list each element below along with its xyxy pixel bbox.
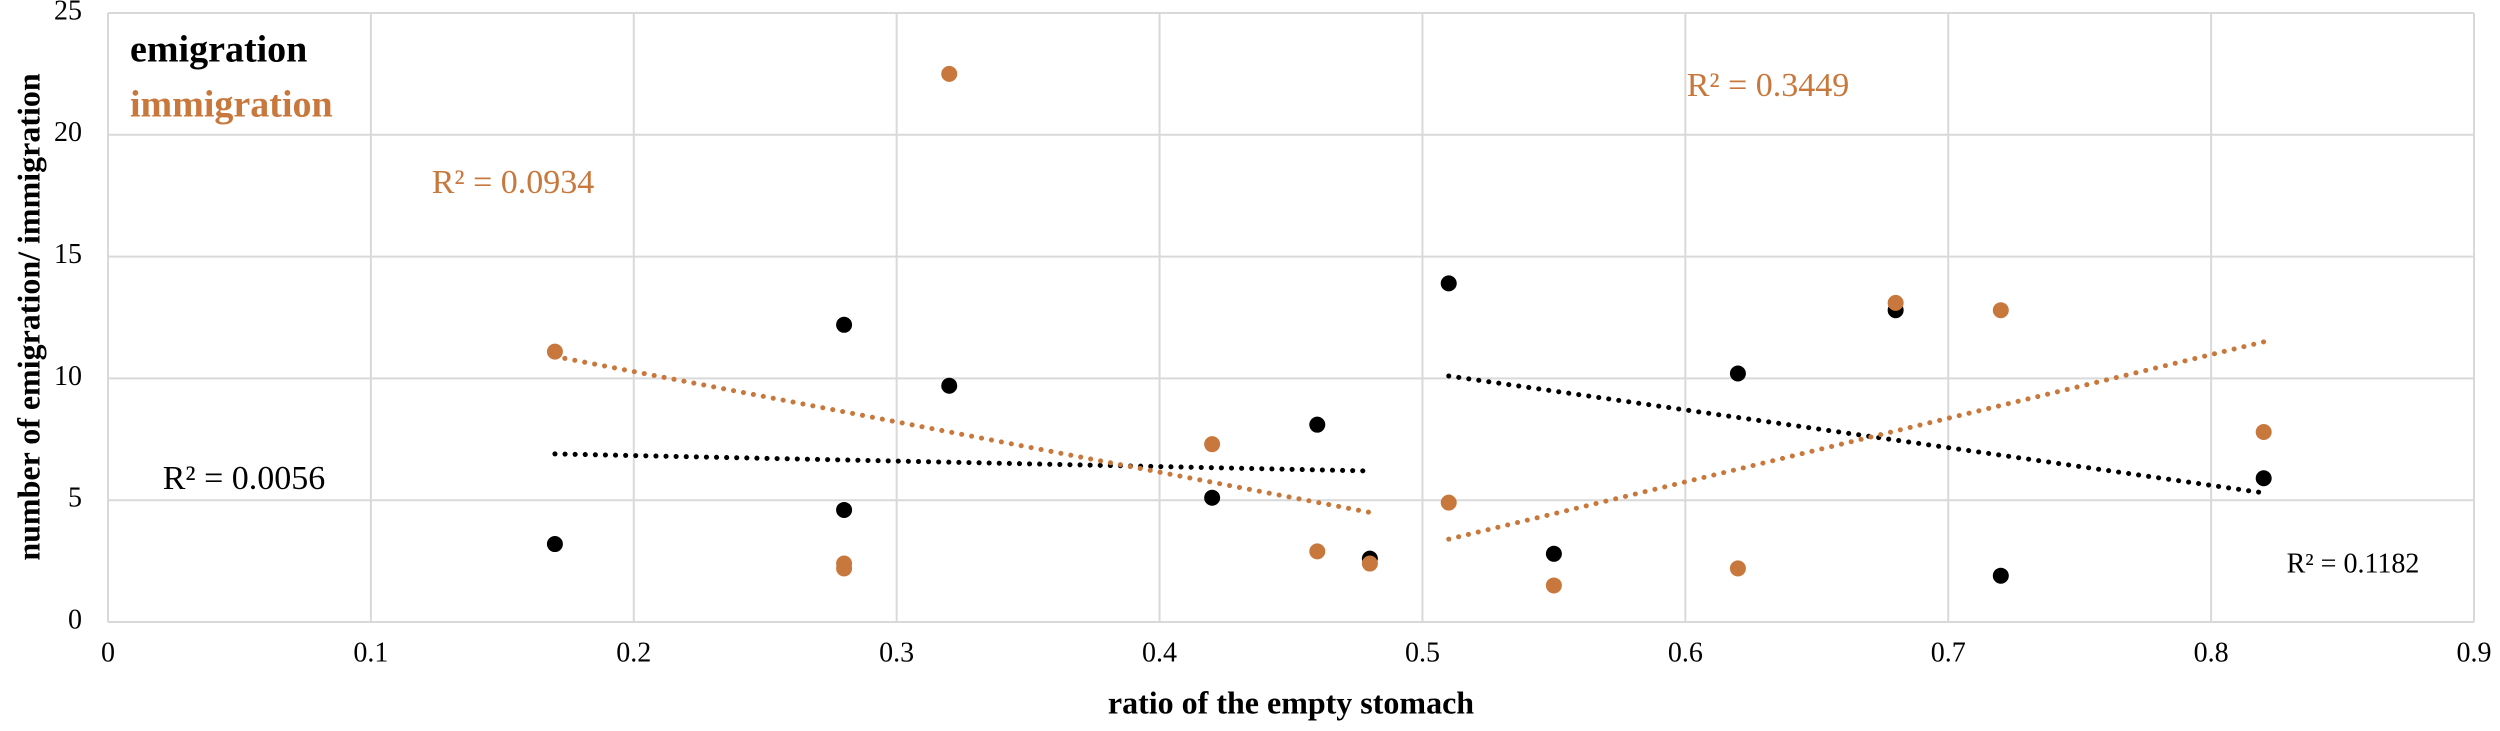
point — [1729, 365, 1746, 382]
r-squared-label: R² = 0.1182 — [2287, 548, 2420, 579]
x-tick-label: 0.2 — [616, 637, 651, 668]
y-tick-label: 5 — [68, 483, 82, 514]
point — [941, 377, 958, 394]
point — [2255, 470, 2272, 487]
point — [546, 343, 563, 360]
x-tick-label: 0.3 — [879, 637, 914, 668]
trendline — [552, 451, 1373, 474]
point — [1440, 275, 1457, 292]
x-axis-title: ratio of the empty stomach — [1108, 684, 1474, 720]
point — [1309, 416, 1326, 433]
point — [836, 560, 853, 577]
x-tick-label: 0.9 — [2457, 637, 2492, 668]
y-tick-label: 10 — [54, 361, 82, 392]
y-tick-label: 0 — [68, 604, 82, 635]
legend-entry: immigration — [130, 84, 333, 126]
x-tick-label: 0.7 — [1931, 637, 1966, 668]
point — [1545, 545, 1562, 562]
point — [1361, 555, 1378, 572]
point — [1545, 577, 1562, 594]
point — [1992, 567, 2009, 584]
point — [836, 501, 853, 518]
point — [1729, 560, 1746, 577]
trendline — [1446, 373, 2267, 496]
x-tick-label: 0.1 — [353, 637, 388, 668]
r-squared-label: R² = 0.0934 — [432, 164, 595, 201]
y-tick-label: 20 — [54, 117, 82, 148]
trendline — [1446, 339, 2267, 542]
x-tick-label: 0 — [101, 637, 115, 668]
point — [1440, 494, 1457, 511]
r-squared-label: R² = 0.0056 — [163, 460, 326, 497]
x-tick-label: 0.5 — [1405, 637, 1440, 668]
x-tick-label: 0.4 — [1142, 637, 1177, 668]
point — [836, 316, 853, 333]
y-axis-title: number of emigration/ immigration — [10, 73, 46, 561]
x-tick-label: 0.8 — [2194, 637, 2229, 668]
point — [941, 65, 958, 82]
point — [1204, 489, 1221, 506]
y-tick-label: 15 — [54, 239, 82, 270]
point — [1992, 302, 2009, 319]
point — [1204, 436, 1221, 453]
point — [1887, 294, 1904, 311]
point — [2255, 423, 2272, 440]
point — [546, 536, 563, 553]
y-tick-label: 25 — [54, 0, 82, 26]
legend-entry: emigration — [130, 29, 307, 71]
trendline — [552, 353, 1373, 515]
x-tick-label: 0.6 — [1668, 637, 1703, 668]
point — [1309, 543, 1326, 560]
r-squared-label: R² = 0.3449 — [1687, 67, 1850, 104]
